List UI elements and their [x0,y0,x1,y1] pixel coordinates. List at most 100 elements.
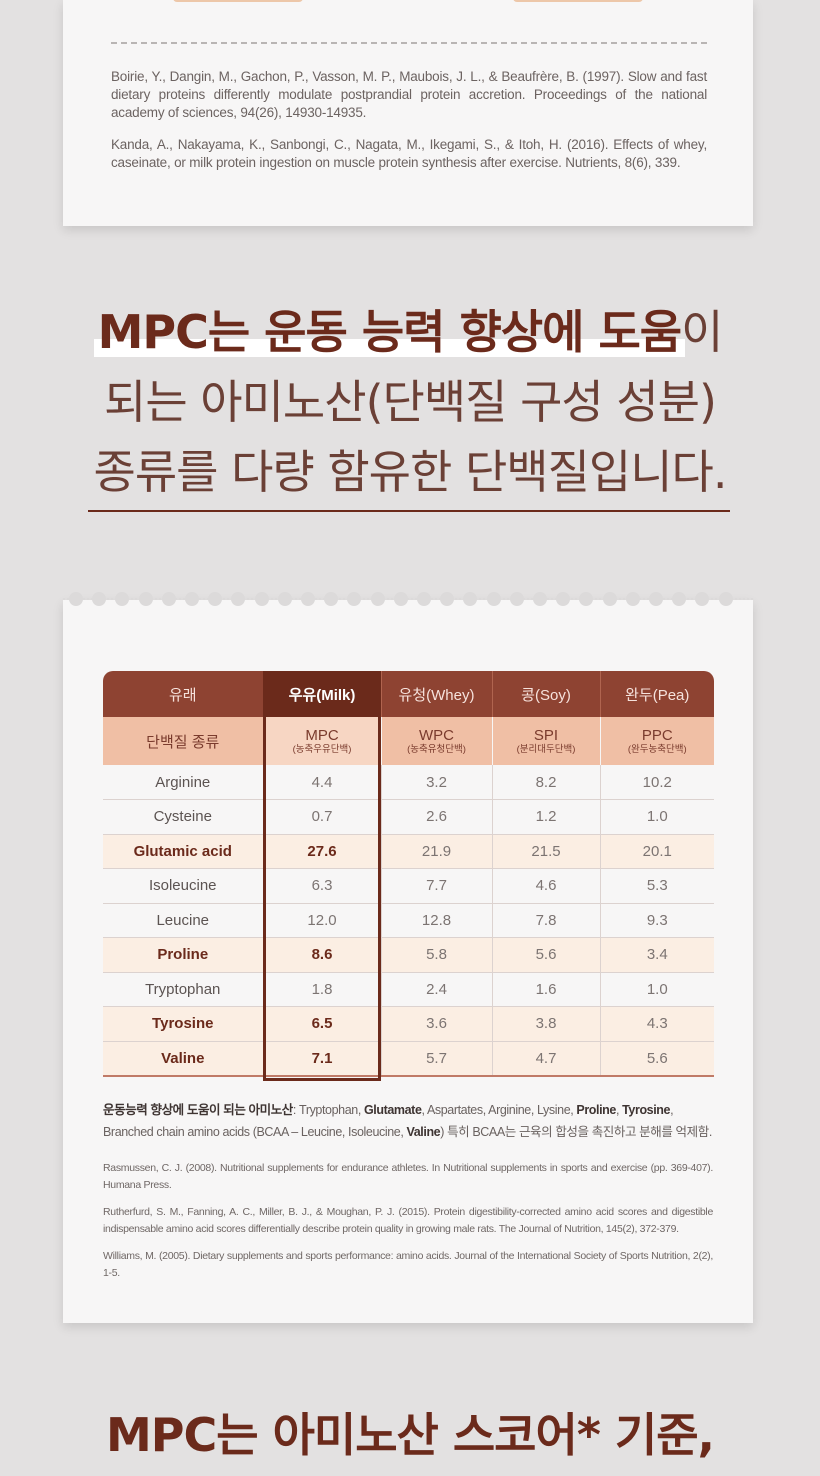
headline-line-1-rest: 이 [681,305,723,359]
binder-hole [161,592,176,606]
header-type-mpc: MPC (농축우유단백) [263,717,382,765]
headline-underline [88,510,730,512]
amino-acid-value: 3.2 [381,765,493,800]
amino-acid-value: 7.8 [492,903,601,938]
note-bold: Valine [406,1125,441,1139]
reference-boirie: Boirie, Y., Dangin, M., Gachon, P., Vass… [111,69,707,120]
amino-acid-value: 12.0 [263,903,382,938]
table-body: Arginine 4.4 3.2 8.2 10.2 Cysteine 0.7 2.6 1.2 1.… [103,765,714,1077]
note-bold: Glutamate [363,1103,422,1117]
amino-acid-value: 0.7 [263,799,382,835]
table-row: Leucine 12.0 12.8 7.8 9.3 [103,903,714,938]
table-row: Valine 7.1 5.7 4.7 5.6 [103,1041,714,1077]
table-row: Tyrosine 6.5 3.6 3.8 4.3 [103,1006,714,1042]
amino-acid-value: 2.6 [381,799,493,835]
binder-hole [92,592,107,606]
amino-acid-value: 9.3 [600,903,714,938]
binder-hole [324,592,339,606]
table-row: Tryptophan 1.8 2.4 1.6 1.0 [103,972,714,1007]
table-row: Arginine 4.4 3.2 8.2 10.2 [103,765,714,800]
amino-acid-card: 유래 우유(Milk) 유청(Whey) 콩(Soy) 완두(Pea) 단백질 … [63,592,753,1323]
type-sub: (농축유청단백) [407,743,466,755]
amino-acid-value: 3.4 [600,937,714,973]
binder-hole [69,592,83,606]
binder-hole [417,592,431,606]
amino-acid-name: Tryptophan [103,972,264,1007]
amino-acid-value: 8.6 [263,937,382,973]
amino-acid-value: 1.2 [492,799,601,835]
note-text: , Aspartates, Arginine, Lysine, [421,1103,577,1117]
amino-acid-value: 20.1 [600,834,714,869]
reference-kanda: Kanda, A., Nakayama, K., Sanbongi, C., N… [111,137,707,170]
amino-acid-value: 3.8 [492,1006,601,1042]
amino-acid-value: 8.2 [492,765,601,800]
binder-hole [185,592,199,606]
amino-acid-name: Leucine [103,903,264,938]
binder-holes [63,592,753,612]
amino-acid-value: 1.6 [492,972,601,1007]
binder-hole [533,592,547,606]
binder-hole [556,592,571,606]
binder-hole [509,592,524,606]
reference-rasmussen: Rasmussen, C. J. (2008). Nutritional sup… [103,1162,713,1191]
binder-hole [301,592,315,606]
type-sub: (농축우유단백) [292,743,352,755]
amino-acid-value: 2.4 [381,972,493,1007]
binder-hole [463,592,478,606]
headline-2: MPC는 아미노산 스코어* 기준, [105,1408,715,1462]
table-row: Cysteine 0.7 2.6 1.2 1.0 [103,799,714,835]
binder-hole [347,592,362,606]
type-code: PPC [641,726,673,744]
binder-hole [138,592,153,606]
amino-acid-name: Glutamic acid [103,834,264,869]
table-row: Glutamic acid 27.6 21.9 21.5 20.1 [103,834,714,869]
type-code: SPI [533,726,559,744]
binder-hole [695,592,710,606]
headline-line-2: 되는 아미노산(단백질 구성 성분) [104,375,717,429]
table-row: Proline 8.6 5.8 5.6 3.4 [103,937,714,973]
binder-hole [625,592,640,606]
amino-acid-value: 5.6 [492,937,601,973]
binder-hole [579,592,594,606]
amino-acid-value: 27.6 [263,834,382,869]
binder-hole [649,592,663,606]
amino-acid-value: 5.7 [381,1041,493,1077]
binder-hole [208,592,223,606]
header-type-label: 단백질 종류 [103,717,264,765]
headline-bold-phrase: MPC는 운동 능력 향상에 도움 [93,297,685,367]
amino-acid-name: Cysteine [103,799,264,835]
header-pea: 완두(Pea) [600,671,714,717]
type-code: MPC [305,726,339,744]
amino-acid-value: 21.5 [492,834,601,869]
amino-acid-name: Proline [103,937,264,973]
binder-hole [370,592,385,606]
amino-acid-value: 12.8 [381,903,493,938]
amino-acid-value: 6.3 [263,868,382,904]
amino-acid-value: 10.2 [600,765,714,800]
amino-acid-name: Valine [103,1041,264,1077]
headline-line-1: MPC는 운동 능력 향상에 도움이 [0,297,820,367]
table-row: Isoleucine 6.3 7.7 4.6 5.3 [103,868,714,904]
amino-acid-value: 5.3 [600,868,714,904]
reference-card-top: Boirie, Y., Dangin, M., Gachon, P., Vass… [63,0,753,226]
header-whey: 유청(Whey) [381,671,493,717]
amino-acid-name: Arginine [103,765,264,800]
type-sub: (분리대두단백) [516,743,576,755]
amino-acid-value: 21.9 [381,834,493,869]
note-text: , [615,1103,623,1117]
header-milk: 우유(Milk) [263,671,382,717]
dashed-divider [111,42,707,44]
amino-acid-value: 4.7 [492,1041,601,1077]
amino-acid-value: 5.8 [381,937,493,973]
binder-hole [486,592,501,606]
amino-acid-value: 3.6 [381,1006,493,1042]
note-text: ) 특히 BCAA는 근육의 합성을 촉진하고 분해를 억제함. [440,1125,712,1139]
binder-hole [672,592,687,606]
header-type-ppc: PPC (완두농축단백) [600,717,714,765]
header-soy: 콩(Soy) [492,671,601,717]
binder-hole [254,592,269,606]
amino-acid-value: 1.8 [263,972,382,1007]
note-label: 운동능력 향상에 도움이 되는 아미노산 [103,1103,293,1117]
amino-acid-value: 7.7 [381,868,493,904]
headline-line-3: 종류를 다량 함유한 단백질입니다. [93,445,728,499]
